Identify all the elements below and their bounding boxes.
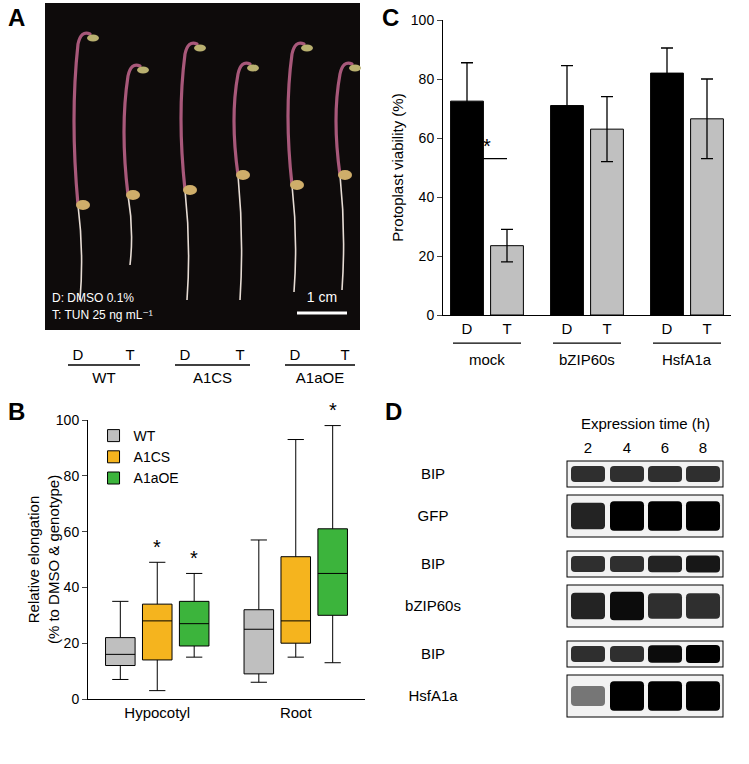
html-text:C: C: [382, 4, 400, 31]
svg-text:Root: Root: [280, 704, 313, 721]
svg-text:0: 0: [426, 307, 434, 323]
svg-text:BIP: BIP: [421, 465, 445, 482]
svg-text:*: *: [190, 547, 198, 569]
svg-text:*: *: [483, 135, 491, 157]
svg-text:80: 80: [419, 71, 435, 87]
svg-text:*: *: [153, 536, 161, 558]
svg-text:A1CS: A1CS: [193, 369, 232, 386]
svg-text:2: 2: [584, 439, 592, 456]
svg-text:HsfA1a: HsfA1a: [662, 351, 712, 368]
svg-text:GFP: GFP: [418, 507, 449, 524]
html-text:B: B: [8, 398, 26, 425]
svg-text:Expression time (h): Expression time (h): [581, 415, 710, 432]
svg-text:T: T: [502, 320, 511, 337]
svg-text:D: D: [290, 346, 301, 363]
svg-text:bZIP60s: bZIP60s: [559, 351, 615, 368]
svg-text:A1CS: A1CS: [134, 449, 171, 465]
svg-text:D: D: [462, 320, 473, 337]
svg-text:mock: mock: [469, 351, 505, 368]
svg-text:6: 6: [661, 439, 669, 456]
svg-text:T: T: [125, 346, 134, 363]
svg-text:D: DMSO 0.1%: D: DMSO 0.1%: [52, 291, 134, 305]
svg-text:BIP: BIP: [421, 555, 445, 572]
svg-text:T: T: [235, 346, 244, 363]
svg-text:40: 40: [64, 579, 80, 595]
svg-text:20: 20: [419, 248, 435, 264]
svg-text:T: T: [602, 320, 611, 337]
svg-text:*: *: [329, 399, 337, 421]
svg-text:60: 60: [64, 524, 80, 540]
svg-text:0: 0: [71, 691, 79, 707]
svg-text:20: 20: [64, 635, 80, 651]
svg-text:1 cm: 1 cm: [307, 289, 337, 305]
svg-text:bZIP60s: bZIP60s: [405, 597, 461, 614]
svg-text:D: D: [662, 320, 673, 337]
svg-text:WT: WT: [134, 428, 156, 444]
svg-text:A1aOE: A1aOE: [134, 470, 179, 486]
svg-text:Hypocotyl: Hypocotyl: [124, 704, 190, 721]
svg-text:T: T: [340, 346, 349, 363]
html-text:A: A: [8, 4, 26, 31]
svg-text:D: D: [180, 346, 191, 363]
svg-text:60: 60: [419, 130, 435, 146]
svg-text:A1aOE: A1aOE: [296, 369, 344, 386]
svg-text:T: T: [702, 320, 711, 337]
svg-text:4: 4: [623, 439, 631, 456]
svg-text:Protoplast viability (%): Protoplast viability (%): [389, 93, 406, 241]
svg-text:Relative elongation(% to DMSO: Relative elongation(% to DMSO & genotype…: [25, 475, 62, 644]
svg-text:BIP: BIP: [421, 645, 445, 662]
html-text:D: D: [385, 398, 403, 425]
svg-text:D: D: [73, 346, 84, 363]
svg-text:100: 100: [56, 412, 80, 428]
svg-text:T: TUN 25 ng mL⁻¹: T: TUN 25 ng mL⁻¹: [52, 308, 153, 322]
svg-text:D: D: [562, 320, 573, 337]
svg-text:WT: WT: [92, 369, 115, 386]
svg-text:HsfA1a: HsfA1a: [408, 687, 458, 704]
svg-text:100: 100: [411, 12, 435, 28]
svg-text:8: 8: [699, 439, 707, 456]
svg-text:40: 40: [419, 189, 435, 205]
svg-text:80: 80: [64, 468, 80, 484]
